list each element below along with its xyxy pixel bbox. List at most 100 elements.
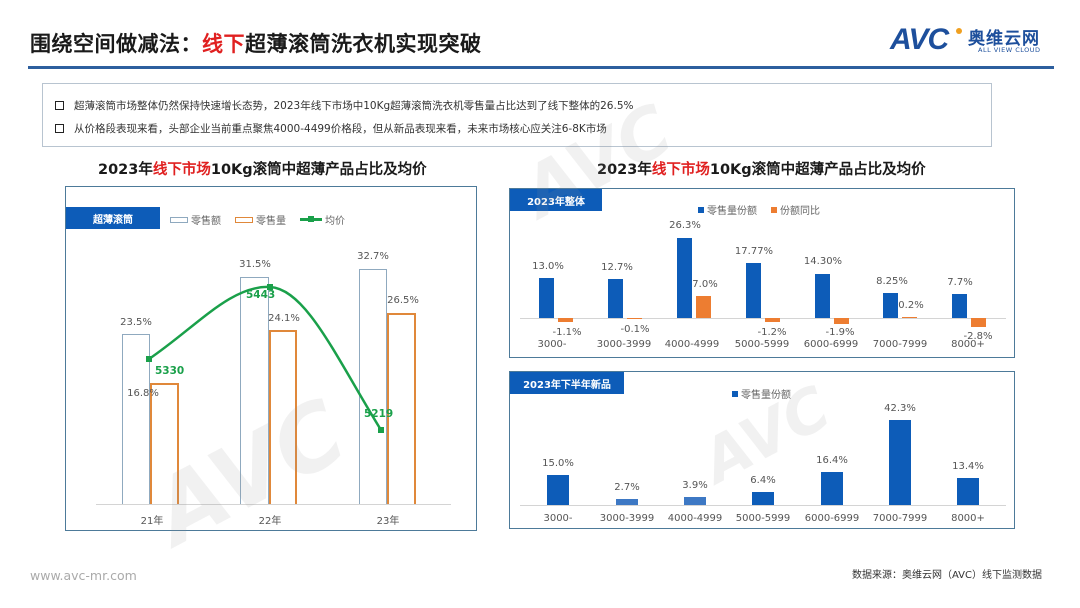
panel-tag: 2023年下半年新品 (510, 372, 624, 394)
title-highlight: 线下市场 (651, 162, 710, 178)
x-axis-label: 23年 (376, 516, 400, 527)
x-axis-label: 3000-3999 (596, 339, 652, 350)
legend-item-share: 零售量份额 (732, 386, 791, 401)
data-source: 数据来源：奥维云网（AVC）线下监测数据 (851, 570, 1042, 581)
data-label: -1.2% (757, 327, 787, 338)
legend-label: 份额同比 (780, 206, 820, 217)
bar-share (616, 499, 638, 505)
bar-share (883, 293, 898, 318)
x-axis-label: 8000+ (951, 513, 985, 524)
chart-legend: 零售额 零售量 均价 (170, 212, 345, 227)
data-label: 0.2% (898, 300, 924, 311)
bar-yoy (627, 318, 642, 319)
x-axis-label: 7000-7999 (872, 513, 928, 524)
bar-yoy (834, 318, 849, 324)
bar-share (752, 492, 774, 505)
chart-legend: 零售量份额 份额同比 (698, 202, 820, 217)
x-axis (96, 504, 451, 505)
footer-url: www.avc-mr.com (30, 568, 137, 583)
x-axis-label: 21年 (140, 516, 164, 527)
bar-yoy (971, 318, 986, 327)
x-axis (520, 505, 1006, 506)
bar-share (677, 238, 692, 318)
summary-bullet: 从价格段表现来看，头部企业当前重点聚焦4000-4499价格段，但从新品表现来看… (55, 121, 607, 136)
legend-label: 均价 (325, 216, 345, 227)
bar-share (684, 497, 706, 505)
x-axis-label: 3000- (543, 513, 573, 524)
price-label: 5330 (155, 365, 185, 377)
bar-yoy (765, 318, 780, 322)
data-label: 13.4% (952, 461, 984, 472)
data-label: 42.3% (884, 403, 916, 414)
legend-label: 零售额 (191, 216, 221, 227)
outline-swatch-icon (235, 216, 253, 223)
x-axis-label: 3000- (537, 339, 567, 350)
bar-retail-value-21 (122, 334, 150, 504)
bar-share (821, 472, 843, 505)
h2-2023-new-products-panel: 2023年下半年新品 零售量份额 15.0% 3000- 2.7% 3000-3… (509, 371, 1015, 529)
data-label: 15.0% (542, 458, 574, 469)
data-label: 26.5% (387, 295, 419, 306)
square-swatch-icon (771, 206, 777, 213)
x-axis-label: 5000-5999 (735, 513, 791, 524)
title-suffix: 超薄滚筒洗衣机实现突破 (245, 32, 482, 56)
data-label: 2.7% (614, 482, 640, 493)
square-swatch-icon (732, 390, 738, 397)
data-label: 16.8% (127, 388, 159, 399)
x-axis-label: 6000-6999 (804, 513, 860, 524)
legend-label: 零售量份额 (707, 206, 757, 217)
chart-legend: 零售量份额 (732, 386, 791, 401)
data-label: -1.9% (825, 327, 855, 338)
square-bullet-icon (55, 101, 64, 110)
title-part: 10Kg滚筒中超薄产品占比及均价 (709, 162, 926, 178)
panel-tag: 2023年整体 (510, 189, 602, 211)
outline-swatch-icon (170, 216, 188, 223)
avc-logo: AVC 奥维云网 ALL VIEW CLOUD (890, 22, 1050, 58)
legend-item-avg-price: 均价 (300, 212, 345, 227)
left-chart-title: 2023年线下市场10Kg滚筒中超薄产品占比及均价 (98, 158, 427, 179)
title-highlight: 线下市场 (152, 162, 211, 178)
data-label: 23.5% (120, 317, 152, 328)
data-label: 7.0% (692, 279, 718, 290)
data-label: -2.8% (963, 331, 993, 342)
title-prefix: 围绕空间做减法： (30, 32, 202, 56)
bar-yoy (558, 318, 573, 322)
logo-dot-icon (956, 28, 962, 34)
data-label: 14.30% (803, 256, 843, 267)
bar-share (952, 294, 967, 318)
bar-yoy (902, 317, 917, 318)
data-label: 7.7% (947, 277, 973, 288)
bar-retail-value-22 (240, 277, 269, 504)
x-axis-label: 8000+ (951, 339, 985, 350)
bullet-text: 从价格段表现来看，头部企业当前重点聚焦4000-4499价格段，但从新品表现来看… (74, 123, 607, 135)
title-part: 10Kg滚筒中超薄产品占比及均价 (210, 162, 427, 178)
avg-price-line (146, 284, 384, 433)
x-axis-label: 6000-6999 (803, 339, 859, 350)
data-label: 26.3% (669, 220, 701, 231)
data-label: 24.1% (268, 313, 300, 324)
title-highlight: 线下 (202, 32, 245, 56)
bar-share (815, 274, 830, 318)
data-label: 8.25% (876, 276, 908, 287)
page-title: 围绕空间做减法：线下超薄滚筒洗衣机实现突破 (30, 28, 482, 58)
right-chart-title: 2023年线下市场10Kg滚筒中超薄产品占比及均价 (597, 158, 926, 179)
x-axis-label: 5000-5999 (734, 339, 790, 350)
summary-bullet: 超薄滚筒市场整体仍然保持快速增长态势，2023年线下市场中10Kg超薄滚筒洗衣机… (55, 98, 634, 113)
data-label: 17.77% (734, 246, 774, 257)
data-label: 6.4% (750, 475, 776, 486)
data-label: 12.7% (601, 262, 633, 273)
title-part: 2023年 (98, 162, 153, 178)
bar-retail-volume-23 (387, 313, 416, 504)
x-axis-label: 3000-3999 (599, 513, 655, 524)
bar-share (746, 263, 761, 318)
logo-cn-text: 奥维云网 (968, 29, 1040, 49)
bar-retail-volume-22 (269, 330, 297, 504)
bar-share (539, 278, 554, 318)
bar-share (889, 420, 911, 505)
overall-2023-panel: 2023年整体 零售量份额 份额同比 13.0% -1.1% 3000- 12.… (509, 188, 1015, 358)
data-label: 32.7% (357, 251, 389, 262)
logo-en-text: ALL VIEW CLOUD (978, 46, 1041, 54)
line-marker-icon (300, 216, 322, 222)
x-axis-label: 7000-7999 (872, 339, 928, 350)
summary-box: 超薄滚筒市场整体仍然保持快速增长态势，2023年线下市场中10Kg超薄滚筒洗衣机… (42, 83, 992, 147)
